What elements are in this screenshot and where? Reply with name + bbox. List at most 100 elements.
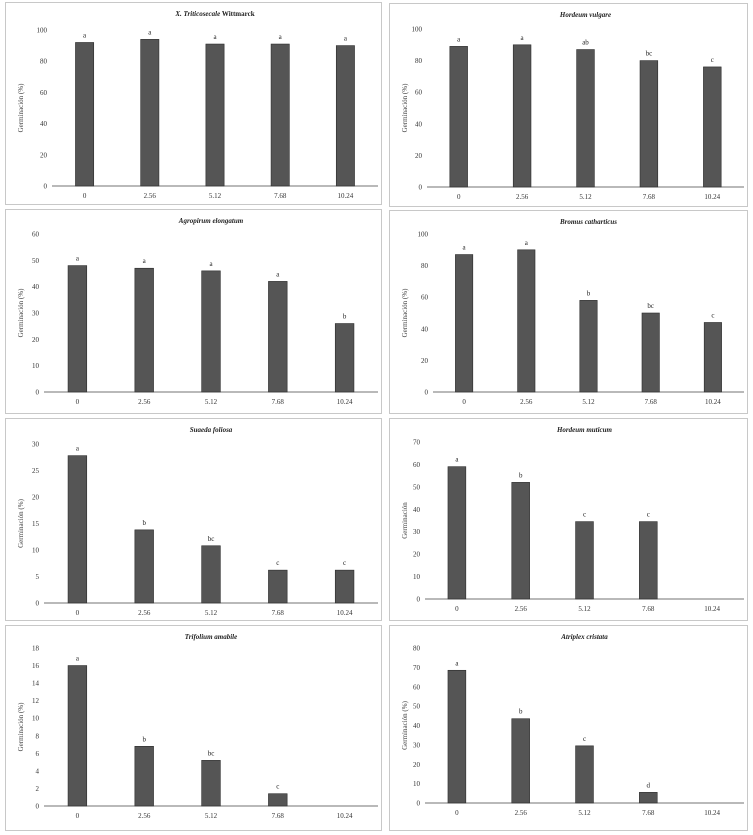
x-tick-label: 10.24 bbox=[337, 812, 353, 820]
chart-title: Atriplex cristata bbox=[560, 633, 608, 641]
x-tick-label: 0 bbox=[462, 398, 466, 406]
significance-letter: a bbox=[457, 35, 461, 43]
bar-5-12 bbox=[575, 521, 594, 600]
chart-panel-suaeda-foliosa: Suaeda foliosa Germinación (%) 0 5 10 15 20 25 3… bbox=[5, 418, 382, 621]
x-tick-label: 7.68 bbox=[272, 398, 285, 406]
y-tick-label: 16 bbox=[32, 662, 40, 670]
x-tick-label: 7.68 bbox=[642, 809, 655, 817]
x-tick-label: 5.12 bbox=[205, 398, 218, 406]
y-tick-label: 50 bbox=[32, 257, 40, 265]
significance-letter: a bbox=[276, 270, 280, 278]
y-tick-label: 30 bbox=[413, 741, 421, 749]
bar-0 bbox=[67, 665, 88, 807]
x-tick-label: 5.12 bbox=[205, 812, 218, 820]
x-tick-label: 2.56 bbox=[520, 398, 533, 406]
bar-2-56 bbox=[511, 482, 530, 600]
y-tick-label: 80 bbox=[421, 262, 429, 270]
y-tick-label: 40 bbox=[421, 325, 429, 333]
bar-7-68 bbox=[639, 60, 659, 188]
y-tick-label: 0 bbox=[419, 184, 423, 192]
bar-7-68 bbox=[641, 312, 660, 393]
significance-letter: ab bbox=[582, 39, 589, 47]
y-tick-label: 10 bbox=[32, 547, 40, 555]
y-tick-label: 0 bbox=[44, 183, 48, 191]
significance-letter: c bbox=[276, 783, 279, 791]
y-tick-label: 60 bbox=[415, 89, 423, 97]
bar-2-56 bbox=[140, 39, 160, 187]
y-tick-label: 70 bbox=[413, 439, 421, 447]
chart-panel-x-triticosecale: X. Triticosecale Wittmarck Germinación (%… bbox=[5, 2, 382, 205]
x-tick-label: 5.12 bbox=[578, 809, 591, 817]
y-tick-label: 80 bbox=[415, 57, 423, 65]
bar-5-12 bbox=[201, 545, 221, 604]
y-tick-label: 10 bbox=[413, 573, 421, 581]
x-tick-label: 2.56 bbox=[138, 812, 151, 820]
bar-0 bbox=[449, 46, 468, 188]
x-tick-label: 7.68 bbox=[272, 812, 285, 820]
x-tick-label: 7.68 bbox=[272, 609, 285, 617]
bar-10-24 bbox=[703, 322, 722, 393]
y-tick-label: 20 bbox=[40, 151, 48, 159]
x-tick-label: 10.24 bbox=[704, 605, 720, 613]
x-tick-label: 2.56 bbox=[144, 192, 157, 200]
x-tick-label: 10.24 bbox=[337, 398, 353, 406]
x-tick-label: 10.24 bbox=[705, 398, 721, 406]
bar-5-12 bbox=[576, 49, 595, 188]
x-tick-label: 0 bbox=[76, 398, 80, 406]
y-tick-label: 0 bbox=[417, 800, 421, 808]
x-tick-label: 7.68 bbox=[645, 398, 658, 406]
x-tick-label: 7.68 bbox=[274, 192, 287, 200]
x-tick-label: 0 bbox=[457, 193, 461, 201]
bar-7-68 bbox=[639, 521, 658, 600]
y-axis-label: Germinación (%) bbox=[17, 702, 25, 751]
y-tick-label: 0 bbox=[36, 600, 40, 608]
bar-chart-x-triticosecale: X. Triticosecale Wittmarck Germinación (%… bbox=[17, 10, 378, 200]
y-axis-label: Germinación (%) bbox=[401, 83, 409, 132]
y-tick-label: 100 bbox=[412, 26, 423, 34]
y-axis-label: Germinación (%) bbox=[17, 288, 25, 337]
x-tick-label: 2.56 bbox=[515, 809, 528, 817]
y-tick-label: 18 bbox=[32, 645, 40, 653]
bar-chart-atriplex-cristata: Atriplex cristata Germinación (%) 0 10 20 30 4… bbox=[401, 633, 744, 817]
y-tick-label: 40 bbox=[40, 120, 48, 128]
y-tick-label: 60 bbox=[32, 231, 40, 239]
bar-chart-trifolium-amabile: Trifolium amabile Germinación (%) 0 2 4 6 8 10 1… bbox=[17, 633, 378, 820]
y-axis-label: Germinación (%) bbox=[17, 83, 25, 132]
y-tick-label: 20 bbox=[415, 152, 423, 160]
significance-letter: a bbox=[279, 33, 283, 41]
bar-2-56 bbox=[134, 267, 154, 393]
y-tick-label: 20 bbox=[421, 357, 429, 365]
y-axis-label: Germinación (%) bbox=[17, 498, 25, 547]
significance-letter: b bbox=[343, 313, 347, 321]
y-tick-label: 0 bbox=[425, 389, 429, 397]
bar-2-56 bbox=[511, 718, 530, 804]
significance-letter: a bbox=[209, 260, 213, 268]
bar-2-56 bbox=[512, 44, 532, 188]
y-tick-label: 40 bbox=[415, 120, 423, 128]
x-tick-label: 7.68 bbox=[642, 605, 655, 613]
chart-panel-atriplex-cristata: Atriplex cristata Germinación (%) 0 10 20 30 4… bbox=[389, 625, 748, 831]
significance-letter: c bbox=[276, 559, 279, 567]
significance-letter: c bbox=[343, 559, 346, 567]
bar-0 bbox=[67, 265, 88, 393]
x-tick-label: 7.68 bbox=[643, 193, 656, 201]
significance-letter: a bbox=[143, 257, 147, 265]
y-tick-label: 2 bbox=[36, 785, 40, 793]
x-tick-label: 2.56 bbox=[515, 605, 528, 613]
x-tick-label: 5.12 bbox=[205, 609, 218, 617]
significance-letter: a bbox=[463, 244, 467, 252]
bar-0 bbox=[447, 669, 467, 804]
significance-letter: bc bbox=[647, 302, 654, 310]
x-tick-label: 5.12 bbox=[209, 192, 222, 200]
bar-5-12 bbox=[205, 43, 225, 187]
significance-letter: c bbox=[583, 511, 586, 519]
y-tick-label: 60 bbox=[413, 683, 421, 691]
y-tick-label: 50 bbox=[413, 703, 421, 711]
bar-7-68 bbox=[639, 792, 658, 804]
significance-letter: a bbox=[455, 659, 459, 667]
significance-letter: a bbox=[76, 445, 80, 453]
y-tick-label: 80 bbox=[40, 58, 48, 66]
y-tick-label: 100 bbox=[37, 27, 48, 35]
bar-5-12 bbox=[575, 745, 594, 804]
y-tick-label: 30 bbox=[32, 310, 40, 318]
